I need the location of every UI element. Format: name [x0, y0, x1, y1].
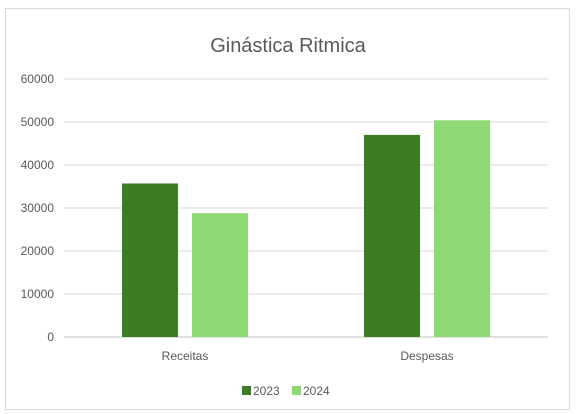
- legend: 2023 2024: [242, 384, 330, 398]
- x-tick-label: Despesas: [400, 349, 453, 363]
- x-axis-ticks: Receitas Despesas: [162, 349, 454, 363]
- y-tick-label: 60000: [21, 72, 55, 86]
- chart-title: Ginástica Ritmica: [210, 35, 366, 57]
- legend-label: 2023: [253, 384, 280, 398]
- bar-receitas-2024: [192, 213, 248, 337]
- x-tick-label: Receitas: [162, 349, 209, 363]
- bar-receitas-2023: [122, 183, 178, 337]
- y-tick-label: 40000: [21, 158, 55, 172]
- legend-label: 2024: [303, 384, 330, 398]
- y-tick-label: 10000: [21, 287, 55, 301]
- legend-swatch: [242, 386, 251, 395]
- bar-despesas-2023: [364, 134, 420, 337]
- y-axis-ticks: 0 10000 20000 30000 40000 50000 60000: [21, 72, 55, 344]
- y-tick-label: 30000: [21, 201, 55, 215]
- bar-despesas-2024: [434, 120, 490, 337]
- y-tick-label: 20000: [21, 244, 55, 258]
- legend-swatch: [292, 386, 301, 395]
- bars: [122, 120, 490, 337]
- y-tick-label: 0: [47, 330, 54, 344]
- y-tick-label: 50000: [21, 115, 55, 129]
